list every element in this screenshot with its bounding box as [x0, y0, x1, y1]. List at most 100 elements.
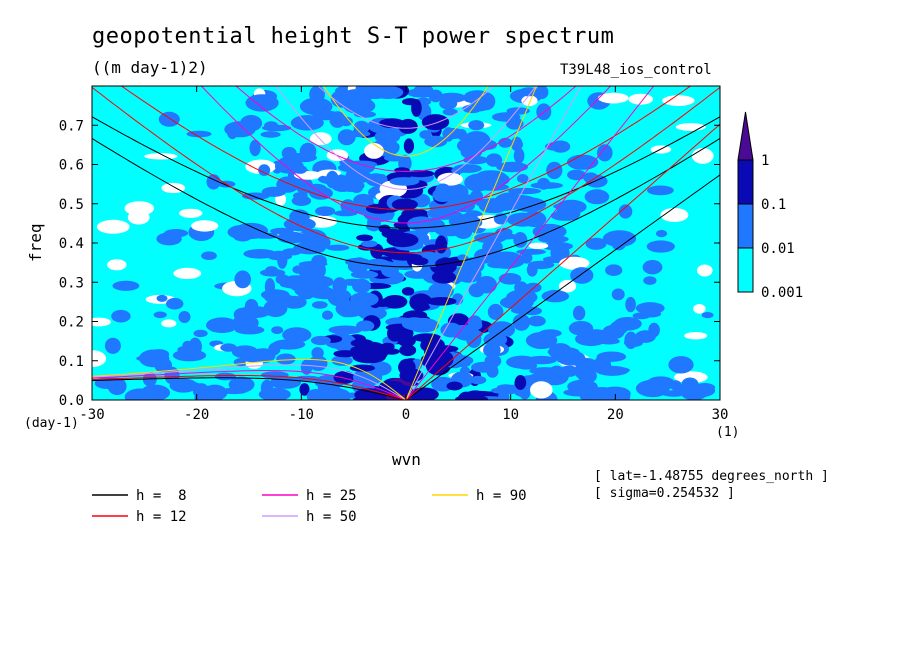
colorbar-label: 0.01 — [761, 241, 795, 257]
field-blob — [428, 282, 454, 300]
field-blob — [386, 232, 419, 248]
field-blob — [618, 204, 633, 219]
field-blob — [272, 339, 306, 350]
field-blob — [299, 383, 310, 396]
field-blob — [625, 296, 636, 313]
field-blob — [311, 347, 324, 359]
field-blob — [498, 137, 513, 148]
field-blob — [567, 169, 586, 181]
field-blob — [149, 349, 170, 360]
y-tick-label: 0.2 — [59, 315, 84, 331]
sigma-annotation: [ sigma=0.254532 ] — [594, 486, 735, 501]
field-blob — [541, 290, 569, 303]
field-blob — [435, 183, 451, 197]
dispersion-curve-h8 — [92, 377, 407, 400]
field-blob — [542, 372, 567, 386]
field-blob — [558, 279, 577, 293]
field-blob — [294, 285, 326, 298]
field-blob — [124, 388, 156, 400]
field-blob — [193, 329, 208, 338]
field-blob — [364, 143, 384, 159]
field-blob — [234, 270, 251, 289]
field-blob — [484, 354, 502, 368]
field-blob — [233, 307, 253, 322]
field-blob — [211, 319, 225, 328]
field-blob — [537, 177, 551, 190]
field-blob — [156, 294, 168, 302]
field-blob — [268, 342, 281, 356]
field-blob — [555, 206, 581, 221]
field-blob — [516, 362, 538, 370]
field-blob — [307, 98, 327, 108]
field-blob — [598, 337, 620, 345]
field-blob — [293, 192, 308, 200]
colorbar-arrow — [737, 111, 754, 161]
field-blob — [353, 120, 370, 135]
field-blob — [169, 378, 198, 393]
field-blob — [127, 210, 150, 225]
field-blob — [290, 115, 324, 131]
field-blob — [568, 321, 594, 336]
x-tick-label: 20 — [607, 407, 624, 423]
field-blob — [556, 350, 586, 366]
field-blob — [409, 293, 433, 312]
field-blob — [355, 86, 385, 96]
field-blob — [315, 206, 336, 216]
field-blob — [456, 359, 471, 368]
field-blob — [514, 375, 527, 390]
field-blob — [292, 265, 306, 274]
field-blob — [364, 258, 391, 271]
field-blob — [188, 337, 202, 356]
field-blob — [426, 297, 457, 306]
legend-label-h50: h = 50 — [306, 509, 357, 525]
field-blob — [693, 304, 706, 314]
field-blob — [407, 88, 437, 98]
field-blob — [642, 260, 663, 275]
field-blob — [352, 278, 371, 294]
field-blob — [243, 249, 277, 259]
field-blob — [356, 320, 375, 332]
colorbar-label: 1 — [761, 153, 769, 169]
dispersion-curve-h25 — [92, 370, 407, 400]
colorbar-bin — [737, 159, 754, 205]
field-blob — [404, 269, 434, 279]
field-blob — [563, 388, 595, 397]
field-blob — [478, 172, 510, 187]
field-blob — [245, 94, 279, 112]
dispersion-curve-h50 — [317, 86, 495, 129]
field-blob — [528, 242, 549, 249]
field-blob — [527, 315, 546, 327]
field-blob — [487, 303, 504, 320]
field-blob — [455, 266, 482, 283]
x-tick-label: 10 — [502, 407, 519, 423]
x-tick-label: -10 — [289, 407, 314, 423]
dispersion-curve-h50 — [405, 86, 582, 400]
x-tick-label: -20 — [184, 407, 209, 423]
field-blob — [521, 95, 538, 106]
field-blob — [356, 234, 374, 242]
field-blob — [454, 324, 479, 337]
chart-title: geopotential height S-T power spectrum — [92, 24, 615, 49]
field-blob — [469, 375, 487, 385]
colorbar: 0.001 0.01 0.1 1 — [737, 111, 803, 301]
field-blob — [632, 312, 651, 320]
dispersion-curve-h8 — [405, 174, 720, 400]
field-blob — [572, 305, 586, 321]
dispersion-curve-h90 — [92, 358, 407, 400]
field-blob — [332, 277, 348, 295]
legend-label-h12: h = 12 — [136, 509, 187, 525]
dispersion-curve-h50 — [92, 364, 407, 400]
field-blob — [460, 144, 483, 160]
field-blob — [475, 276, 497, 294]
field-blob — [300, 359, 313, 375]
field-blob — [111, 309, 131, 323]
field-blob — [701, 312, 714, 319]
field-blob — [411, 99, 422, 117]
field-blob — [516, 174, 529, 183]
field-blob — [468, 120, 485, 131]
field-blob — [697, 264, 713, 277]
dispersion-curve-h12 — [405, 123, 720, 400]
field-blob — [161, 182, 186, 194]
field-blob — [512, 313, 531, 331]
